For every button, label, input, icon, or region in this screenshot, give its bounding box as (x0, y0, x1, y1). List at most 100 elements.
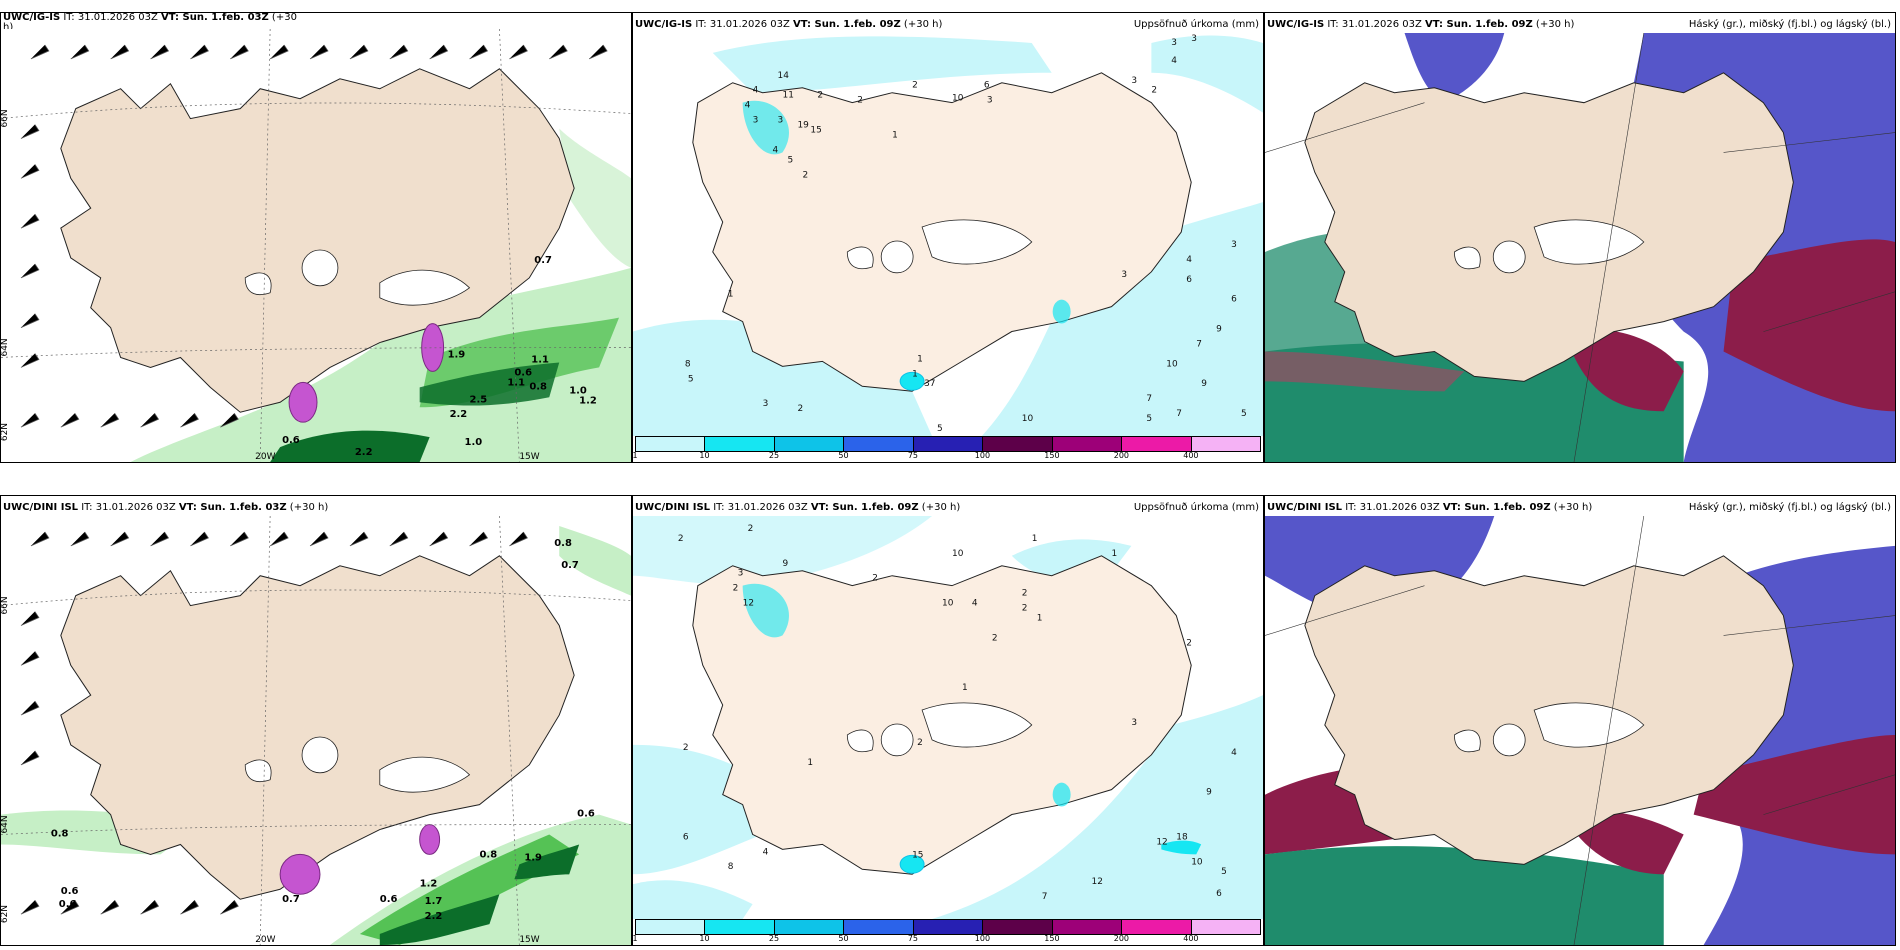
wind-map: 20W 15W 66N 64N 62N 0.8 0.7 0.6 0.8 0.6 … (1, 516, 631, 945)
svg-text:3: 3 (1171, 38, 1177, 48)
svg-text:10: 10 (1191, 857, 1203, 867)
svg-text:12: 12 (1092, 877, 1103, 887)
wind-map: 20W 15W 66N 64N 62N 0.7 1.1 0.6 1.1 1.0 … (1, 29, 631, 462)
svg-text:3: 3 (1131, 76, 1137, 86)
svg-text:3: 3 (1231, 240, 1237, 250)
svg-text:5: 5 (788, 155, 794, 165)
panel-right-title: Háský (gr.), miðský (fj.bl.) og lágský (… (1688, 19, 1891, 30)
svg-text:14: 14 (778, 71, 790, 81)
svg-text:1: 1 (912, 369, 918, 379)
svg-text:3: 3 (763, 399, 769, 409)
svg-text:7: 7 (1176, 409, 1182, 419)
svg-text:1.1: 1.1 (531, 354, 549, 365)
svg-text:15W: 15W (519, 935, 539, 945)
svg-text:64N: 64N (1, 815, 10, 833)
svg-text:9: 9 (1216, 325, 1222, 335)
svg-text:1: 1 (728, 290, 734, 300)
colorbar: 1 10 25 50 75 100 150 200 400 (633, 919, 1263, 945)
svg-text:4: 4 (1231, 748, 1237, 758)
svg-text:1: 1 (807, 758, 813, 768)
svg-text:2: 2 (917, 738, 923, 748)
svg-text:10: 10 (952, 94, 964, 104)
panel-title: UWC/DINI ISL IT: 31.01.2026 03Z VT: Sun.… (3, 502, 329, 513)
svg-text:6: 6 (1231, 295, 1237, 305)
svg-text:1.0: 1.0 (569, 385, 587, 396)
svg-text:3: 3 (1131, 718, 1137, 728)
svg-text:10: 10 (1166, 359, 1178, 369)
colorbar-swatches (635, 436, 1261, 452)
panel-top-right-clouds: UWC/IG-IS IT: 31.01.2026 03Z VT: Sun. 1.… (1264, 12, 1896, 463)
svg-text:2: 2 (1022, 604, 1028, 614)
svg-text:6: 6 (1216, 889, 1222, 899)
panel-top-mid-precip: UWC/IG-IS IT: 31.01.2026 03Z VT: Sun. 1.… (632, 12, 1264, 463)
svg-text:2: 2 (817, 91, 823, 101)
svg-text:37: 37 (924, 379, 935, 389)
svg-text:4: 4 (1186, 255, 1192, 265)
svg-text:1: 1 (1037, 613, 1043, 623)
svg-text:5: 5 (1221, 867, 1227, 877)
panel-right-title: Uppsöfnuð úrkoma (mm) (1133, 19, 1259, 30)
panel-top-left-wind: UWC/IG-IS IT: 31.01.2026 03Z VT: Sun. 1.… (0, 12, 632, 463)
svg-text:2: 2 (678, 534, 684, 544)
panel-title: UWC/DINI ISL IT: 31.01.2026 03Z VT: Sun.… (1267, 502, 1593, 513)
cloud-map (1265, 516, 1895, 945)
panel-title: UWC/IG-IS IT: 31.01.2026 03Z VT: Sun. 1.… (635, 19, 943, 30)
svg-text:5: 5 (937, 424, 943, 434)
svg-text:1.2: 1.2 (420, 878, 438, 889)
svg-text:2: 2 (992, 633, 998, 643)
svg-text:7: 7 (1196, 339, 1202, 349)
svg-text:0.7: 0.7 (561, 560, 579, 571)
colorbar-swatches (635, 919, 1261, 935)
svg-text:2: 2 (872, 574, 878, 584)
svg-text:10: 10 (952, 549, 964, 559)
svg-text:2: 2 (1022, 589, 1028, 599)
svg-text:1.9: 1.9 (524, 852, 542, 863)
svg-text:1: 1 (1111, 549, 1117, 559)
svg-text:12: 12 (1156, 837, 1167, 847)
svg-text:4: 4 (753, 86, 759, 96)
svg-text:1: 1 (892, 130, 898, 140)
cloud-map (1265, 33, 1895, 462)
svg-text:2.2: 2.2 (450, 409, 468, 420)
panel-bot-left-wind: UWC/DINI ISL IT: 31.01.2026 03Z VT: Sun.… (0, 495, 632, 946)
svg-text:5: 5 (1146, 414, 1152, 424)
lat-label-64n: 64N (1, 338, 10, 356)
svg-text:4: 4 (1171, 56, 1177, 66)
svg-text:0.8: 0.8 (479, 849, 497, 860)
lon-label-20w: 20W (255, 452, 275, 462)
svg-text:0.6: 0.6 (514, 367, 532, 378)
svg-text:6: 6 (683, 832, 689, 842)
svg-text:0.8: 0.8 (51, 829, 69, 840)
svg-text:9: 9 (1201, 379, 1207, 389)
svg-text:2.2: 2.2 (355, 447, 373, 458)
svg-text:0.8: 0.8 (554, 538, 572, 549)
svg-text:0.6: 0.6 (380, 894, 398, 905)
svg-text:2: 2 (1186, 638, 1192, 648)
svg-text:0.8: 0.8 (529, 381, 547, 392)
svg-text:0.7: 0.7 (282, 894, 300, 905)
panel-title: UWC/DINI ISL IT: 31.01.2026 03Z VT: Sun.… (635, 502, 961, 513)
svg-text:0.6: 0.6 (577, 809, 595, 820)
svg-text:1.1: 1.1 (507, 377, 525, 388)
svg-text:7: 7 (1146, 394, 1152, 404)
svg-text:0.7: 0.7 (534, 255, 552, 266)
svg-text:3: 3 (1191, 34, 1197, 44)
svg-text:2: 2 (1151, 86, 1157, 96)
svg-text:10: 10 (1022, 414, 1034, 424)
svg-text:0.6: 0.6 (61, 886, 79, 897)
panel-bot-mid-precip: UWC/DINI ISL IT: 31.01.2026 03Z VT: Sun.… (632, 495, 1264, 946)
svg-text:10: 10 (942, 599, 954, 609)
svg-text:8: 8 (728, 862, 734, 872)
panel-bot-right-clouds: UWC/DINI ISL IT: 31.01.2026 03Z VT: Sun.… (1264, 495, 1896, 946)
svg-text:18: 18 (1176, 832, 1188, 842)
svg-text:2: 2 (733, 584, 739, 594)
svg-text:3: 3 (778, 116, 784, 126)
svg-text:1.0: 1.0 (465, 437, 483, 448)
svg-text:2: 2 (748, 524, 754, 534)
svg-text:2.5: 2.5 (470, 394, 488, 405)
svg-text:6: 6 (984, 81, 990, 91)
svg-text:5: 5 (688, 374, 694, 384)
svg-text:20W: 20W (255, 935, 275, 945)
svg-text:9: 9 (783, 559, 789, 569)
